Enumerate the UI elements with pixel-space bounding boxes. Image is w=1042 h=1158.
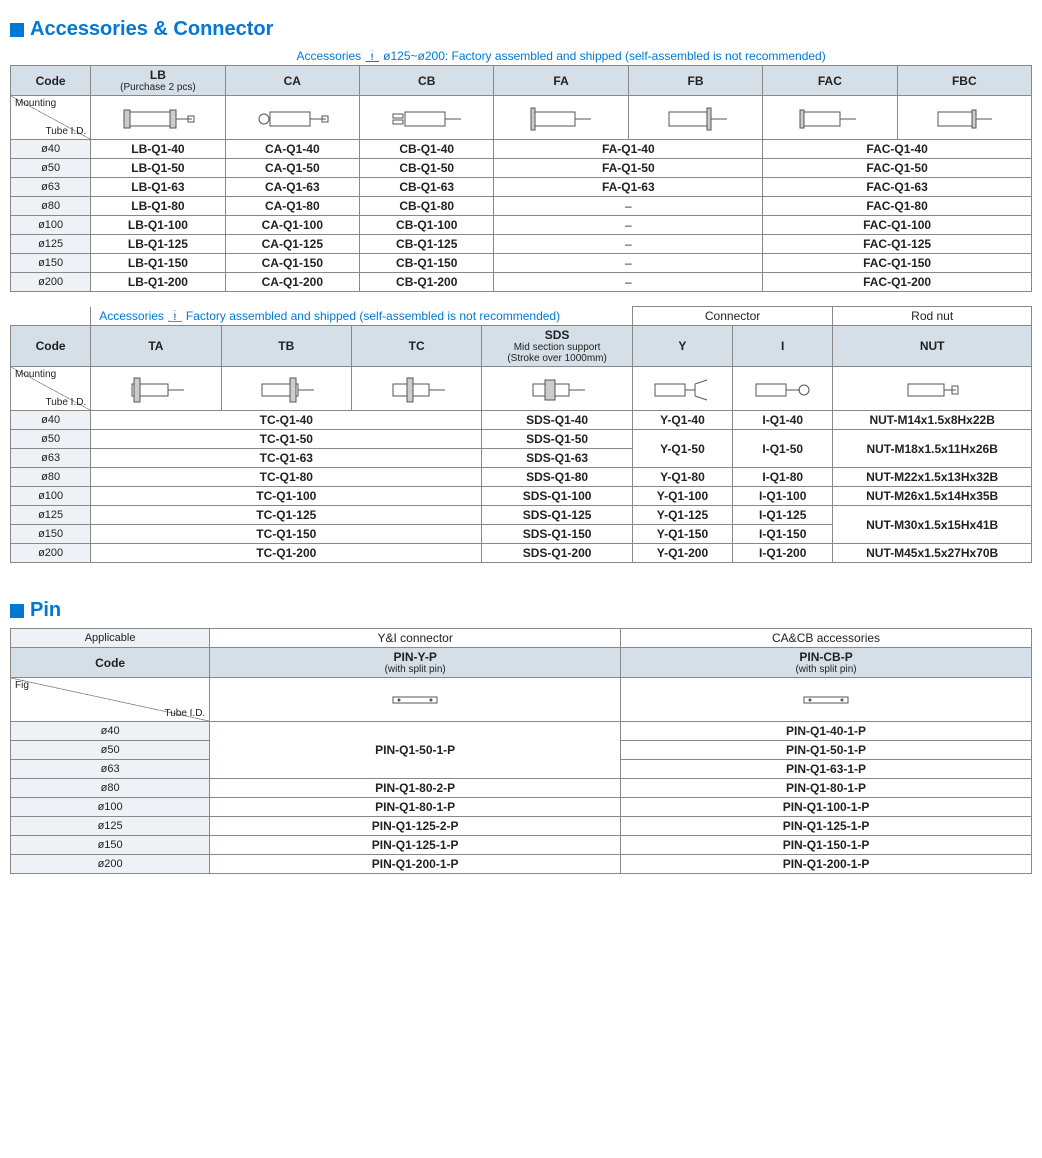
img-fa <box>494 96 628 140</box>
diag-fig: FigTube I.D. <box>11 678 210 722</box>
diag-mounting: MountingTube I.D. <box>11 96 91 140</box>
square-icon <box>10 604 24 618</box>
hdr-piny: PIN-Y-P(with split pin) <box>210 648 621 678</box>
group-connector: Connector <box>632 307 833 326</box>
section-pin-title: Pin <box>10 599 1032 622</box>
table-row: ø150PIN-Q1-125-1-PPIN-Q1-150-1-P <box>11 836 1032 855</box>
note-text: ø125~ø200: Factory assembled and shipped… <box>383 49 826 63</box>
accessories-table-2: Accessories ! Factory assembled and ship… <box>10 306 1032 563</box>
hdr-ta: TA <box>91 326 221 367</box>
hdr-yi: Y&I connector <box>210 629 621 648</box>
hdr-nut: NUT <box>833 326 1032 367</box>
img-piny <box>210 678 621 722</box>
img-nut <box>833 367 1032 411</box>
hdr-lb: LB(Purchase 2 pcs) <box>91 66 225 96</box>
title-text: Accessories & Connector <box>30 18 273 41</box>
table-row: ø80TC-Q1-80SDS-Q1-80Y-Q1-80I-Q1-80NUT-M2… <box>11 468 1032 487</box>
section-accessories-title: Accessories & Connector <box>10 18 1032 41</box>
note-prefix: Accessories <box>99 309 164 323</box>
table-row: ø50TC-Q1-50SDS-Q1-50Y-Q1-50I-Q1-50NUT-M1… <box>11 430 1032 449</box>
table-row: ø125TC-Q1-125SDS-Q1-125Y-Q1-125I-Q1-125N… <box>11 506 1032 525</box>
hdr-code: Code <box>11 326 91 367</box>
diag-mounting2: MountingTube I.D. <box>11 367 91 411</box>
table-row: ø100TC-Q1-100SDS-Q1-100Y-Q1-100I-Q1-100N… <box>11 487 1032 506</box>
table-row: ø200TC-Q1-200SDS-Q1-200Y-Q1-200I-Q1-200N… <box>11 544 1032 563</box>
hdr-tb: TB <box>221 326 351 367</box>
img-tc <box>351 367 481 411</box>
hdr-fac: FAC <box>763 66 897 96</box>
table-row: ø80PIN-Q1-80-2-PPIN-Q1-80-1-P <box>11 779 1032 798</box>
table-row: ø150LB-Q1-150CA-Q1-150CB-Q1-150–FAC-Q1-1… <box>11 254 1032 273</box>
table-row: ø40TC-Q1-40SDS-Q1-40Y-Q1-40I-Q1-40NUT-M1… <box>11 411 1032 430</box>
note-prefix: Accessories <box>296 49 361 63</box>
table-row: ø100LB-Q1-100CA-Q1-100CB-Q1-100–FAC-Q1-1… <box>11 216 1032 235</box>
hdr-fbc: FBC <box>897 66 1031 96</box>
pin-table: Applicable Y&I connector CA&CB accessori… <box>10 628 1032 874</box>
note-text: Factory assembled and shipped (self-asse… <box>186 309 560 323</box>
title-text: Pin <box>30 599 61 622</box>
img-fb <box>628 96 762 140</box>
img-fbc <box>897 96 1031 140</box>
warning-icon: ! <box>365 50 379 62</box>
table-row: ø100PIN-Q1-80-1-PPIN-Q1-100-1-P <box>11 798 1032 817</box>
img-sds <box>482 367 632 411</box>
img-ca <box>225 96 359 140</box>
img-lb <box>91 96 225 140</box>
hdr-fb: FB <box>628 66 762 96</box>
table-row: ø40LB-Q1-40CA-Q1-40CB-Q1-40FA-Q1-40FAC-Q… <box>11 140 1032 159</box>
img-cb <box>360 96 494 140</box>
table-row: ø63LB-Q1-63CA-Q1-63CB-Q1-63FA-Q1-63FAC-Q… <box>11 178 1032 197</box>
table-row: ø200LB-Q1-200CA-Q1-200CB-Q1-200–FAC-Q1-2… <box>11 273 1032 292</box>
img-pincb <box>621 678 1032 722</box>
hdr-cb: CB <box>360 66 494 96</box>
table-row: ø125PIN-Q1-125-2-PPIN-Q1-125-1-P <box>11 817 1032 836</box>
table-row: ø200PIN-Q1-200-1-PPIN-Q1-200-1-P <box>11 855 1032 874</box>
table-row: ø50LB-Q1-50CA-Q1-50CB-Q1-50FA-Q1-50FAC-Q… <box>11 159 1032 178</box>
img-fac <box>763 96 897 140</box>
hdr-pincb: PIN-CB-P(with split pin) <box>621 648 1032 678</box>
accessories-table-1: Accessories ! ø125~ø200: Factory assembl… <box>10 47 1032 292</box>
img-i <box>733 367 833 411</box>
table-row: ø40PIN-Q1-50-1-PPIN-Q1-40-1-P <box>11 722 1032 741</box>
hdr-cacb: CA&CB accessories <box>621 629 1032 648</box>
hdr-sds: SDSMid section support(Stroke over 1000m… <box>482 326 632 367</box>
img-tb <box>221 367 351 411</box>
hdr-applicable: Applicable <box>11 629 210 648</box>
img-y <box>632 367 732 411</box>
group-rodnut: Rod nut <box>833 307 1032 326</box>
hdr-i: I <box>733 326 833 367</box>
hdr-y: Y <box>632 326 732 367</box>
img-ta <box>91 367 221 411</box>
table-row: ø125LB-Q1-125CA-Q1-125CB-Q1-125–FAC-Q1-1… <box>11 235 1032 254</box>
hdr-ca: CA <box>225 66 359 96</box>
hdr-fa: FA <box>494 66 628 96</box>
hdr-code: Code <box>11 66 91 96</box>
hdr-tc: TC <box>351 326 481 367</box>
table-row: ø80LB-Q1-80CA-Q1-80CB-Q1-80–FAC-Q1-80 <box>11 197 1032 216</box>
warning-icon: ! <box>168 310 182 322</box>
square-icon <box>10 23 24 37</box>
hdr-code: Code <box>11 648 210 678</box>
